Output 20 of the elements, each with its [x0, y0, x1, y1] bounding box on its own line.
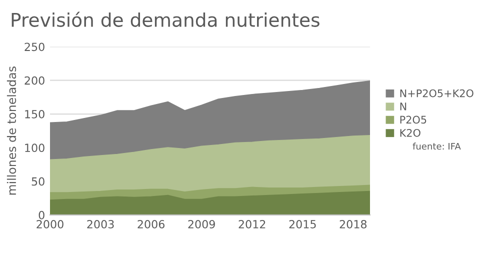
- y-tick-label: 200: [24, 76, 44, 85]
- y-tick-label: 50: [32, 177, 44, 186]
- x-tick-label: 2000: [36, 220, 64, 228]
- source-note: fuente: IFA: [412, 142, 461, 150]
- y-tick-label: 100: [25, 144, 44, 152]
- legend-label: N+P2O5+K2O: [400, 89, 474, 98]
- y-tick-label: 150: [25, 110, 44, 118]
- legend-label: N: [400, 102, 406, 110]
- chart-title: Previsión de demanda nutrientes: [12, 12, 320, 27]
- legend-label: P2O5: [400, 116, 426, 124]
- y-axis-title: millones de toneladas: [6, 66, 16, 195]
- x-tick-label: 2009: [188, 220, 215, 228]
- legend-label: K2O: [400, 128, 420, 137]
- y-tick-label: 0: [38, 210, 44, 220]
- x-tick-label: 2012: [238, 220, 266, 228]
- y-tick-label: 250: [24, 42, 44, 52]
- x-tick-label: 2003: [87, 220, 114, 228]
- x-tick-label: 2015: [289, 220, 316, 228]
- x-tick-label: 2018: [340, 220, 367, 228]
- x-tick-label: 2006: [138, 220, 164, 228]
